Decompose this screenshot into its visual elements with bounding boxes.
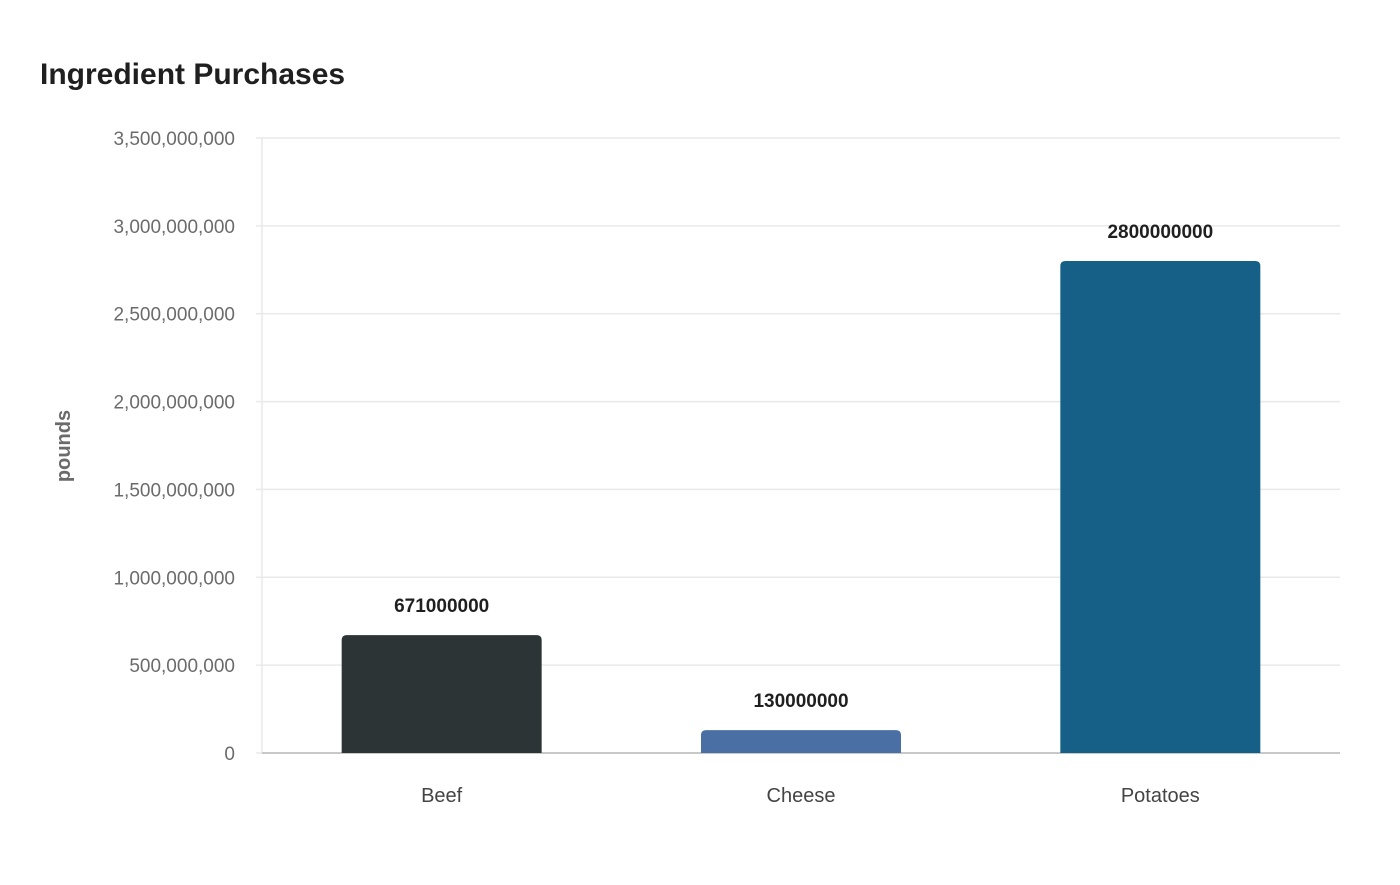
gridlines xyxy=(262,137,1340,666)
x-tick-label-cheese: Cheese xyxy=(767,785,836,807)
y-tick-label: 1,500,000,000 xyxy=(113,480,235,501)
y-tick-label: 0 xyxy=(224,744,235,765)
y-tick-label: 500,000,000 xyxy=(129,656,235,677)
bar-potatoes xyxy=(1060,261,1261,753)
bars xyxy=(341,261,1261,753)
data-label-beef: 671000000 xyxy=(394,596,489,617)
x-tick-label-potatoes: Potatoes xyxy=(1121,785,1200,807)
y-tick-label: 3,500,000,000 xyxy=(113,129,235,150)
labels: 0 500,000,000 1,000,000,000 1,500,000,000 2,… xyxy=(113,129,1213,807)
data-label-cheese: 130000000 xyxy=(753,691,848,712)
y-tick-label: 2,500,000,000 xyxy=(113,305,235,326)
x-tick-label-beef: Beef xyxy=(421,785,463,807)
chart-title: Ingredient Purchases xyxy=(40,58,346,91)
y-tick-label: 1,000,000,000 xyxy=(113,568,235,589)
y-tick-label: 3,000,000,000 xyxy=(113,217,235,238)
y-tick-label: 2,000,000,000 xyxy=(113,393,235,414)
bar-cheese xyxy=(701,730,901,753)
bar-beef xyxy=(341,635,542,753)
y-axis-title: pounds xyxy=(53,410,75,482)
data-label-potatoes: 2800000000 xyxy=(1107,222,1213,243)
